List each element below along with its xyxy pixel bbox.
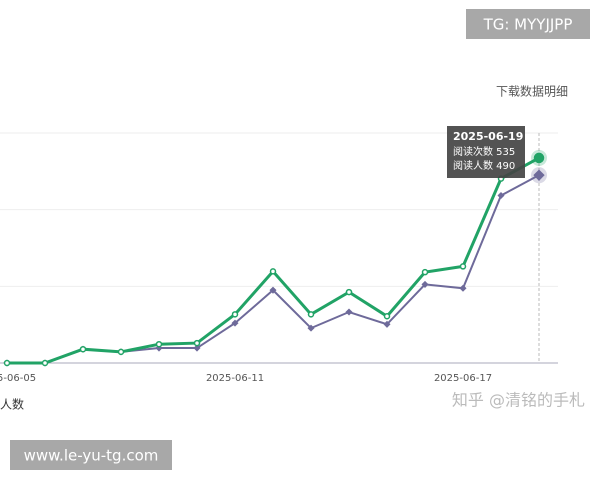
point [421, 280, 429, 288]
point [117, 348, 125, 356]
point [231, 311, 239, 318]
watermark-box [466, 9, 590, 39]
point [459, 263, 467, 270]
x-tick-label: 2025-06-05 [0, 373, 36, 384]
point [533, 152, 545, 164]
point [345, 288, 353, 296]
point [383, 320, 391, 328]
point [231, 319, 239, 327]
point [155, 340, 163, 348]
point [307, 324, 315, 332]
tooltip-line: 阅读次数 535 [453, 145, 515, 158]
point [193, 344, 201, 352]
point [497, 191, 505, 200]
point [421, 268, 429, 276]
point [41, 359, 49, 367]
watermark-text: TG: MYYJJPP [483, 16, 573, 34]
tooltip-line: 阅读人数 490 [453, 159, 515, 172]
point [269, 286, 277, 294]
series-line [7, 156, 540, 365]
watermark-text: www.le-yu-tg.com [24, 447, 159, 465]
tooltip-box [447, 126, 525, 178]
download-link[interactable]: 下载数据明细 [496, 84, 568, 99]
tooltip-title: 2025-06-19 [453, 130, 523, 143]
point [3, 359, 11, 367]
point [79, 345, 87, 353]
point [459, 284, 467, 292]
point [533, 169, 545, 181]
x-tick-label: 2025-06-17 [434, 373, 492, 384]
watermark-box [10, 440, 172, 470]
legend-label: 阅读人数 [0, 397, 24, 412]
point [345, 308, 353, 316]
point [269, 268, 277, 275]
plot: 2025-06-05 2025-06-11 2025-06-17 阅读人数 2025-0… [0, 126, 558, 412]
point [383, 312, 391, 320]
point [307, 311, 315, 318]
point [193, 339, 201, 347]
x-tick-label: 2025-06-11 [206, 373, 264, 384]
watermark-text: 知乎 @清铭的手札 [452, 391, 585, 410]
